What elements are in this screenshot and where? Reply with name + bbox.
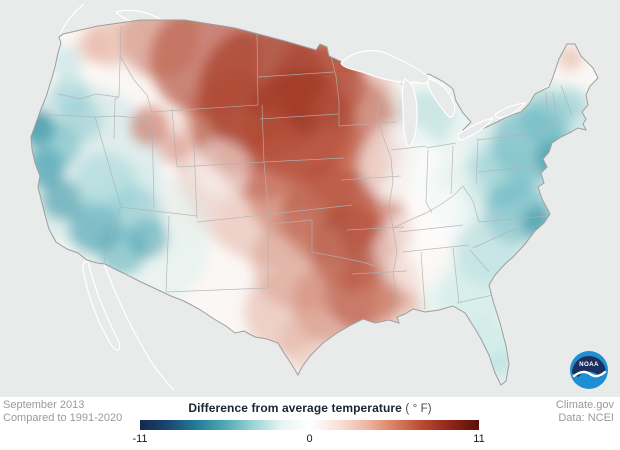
state-borders	[32, 25, 573, 314]
great-lakes	[340, 50, 527, 148]
us-outline	[30, 19, 599, 386]
map-canvas	[0, 0, 620, 397]
legend-title: Difference from average temperature ( ° …	[0, 401, 620, 415]
legend-unit: ( ° F)	[405, 403, 432, 415]
seagull-icon	[572, 370, 607, 378]
tick-min: -11	[132, 433, 148, 445]
data-credit: Data: NCEI	[558, 412, 614, 424]
period-label: September 2013	[3, 399, 85, 411]
date-caption: September 2013 Compared to 1991-2020	[3, 399, 122, 425]
colorbar-ticks: -11 0 11	[132, 433, 484, 447]
credits: Climate.gov Data: NCEI	[556, 399, 614, 425]
noaa-logo: NOAA	[570, 351, 608, 389]
baseline-label: Compared to 1991-2020	[3, 412, 123, 424]
us-temperature-anomaly-map	[0, 0, 620, 397]
legend-title-text: Difference from average temperature	[188, 401, 402, 415]
noaa-logo-text: NOAA	[579, 361, 599, 368]
colorbar	[140, 420, 479, 430]
site-credit: Climate.gov	[555, 399, 614, 411]
tick-max: 11	[473, 433, 485, 445]
tick-mid: 0	[306, 433, 313, 445]
